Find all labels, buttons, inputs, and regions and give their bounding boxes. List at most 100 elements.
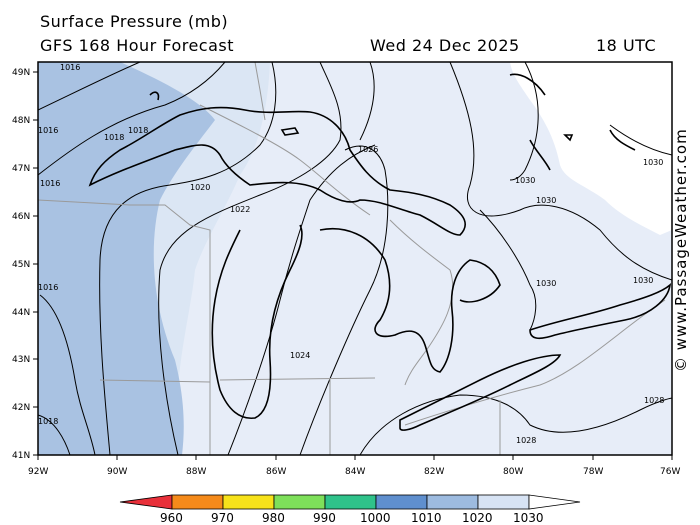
lat-label: 44N [12, 308, 30, 318]
lake-huron-coast [319, 228, 501, 373]
isobar-label: 1024 [290, 351, 310, 360]
isobar-1030 [449, 62, 672, 281]
isobar-1026-north [359, 62, 375, 141]
isobar-label: 1026 [358, 145, 378, 154]
lake-ontario-coast [529, 282, 672, 340]
scale-swatch [273, 494, 326, 510]
scale-swatch-below-960 [119, 494, 173, 510]
border-mn-wi [38, 199, 211, 250]
border-us-canada-huron [389, 219, 454, 386]
lake-superior-coast [88, 106, 466, 236]
lon-label: 90W [107, 467, 127, 477]
isobar-1022 [158, 62, 342, 455]
pressure-band-low [38, 62, 215, 455]
lake-michigan-coast [211, 224, 303, 419]
lake-coast-fragment-4 [609, 129, 636, 151]
political-borders [38, 62, 666, 455]
scale-label: 990 [313, 511, 336, 525]
map-area: 1016 1016 1018 1018 1016 1020 1022 1024 … [38, 62, 672, 455]
isobar-label: 1028 [516, 436, 536, 445]
valid-hour: 18 UTC [596, 36, 657, 55]
scale-label: 970 [211, 511, 234, 525]
isobar-label: 1022 [230, 205, 250, 214]
lon-label: 82W [424, 467, 444, 477]
isobar-label: 1018 [104, 133, 124, 142]
site-credit[interactable]: © www.PassageWeather.com [672, 128, 690, 372]
lon-label: 76W [660, 467, 680, 477]
lat-label: 41N [12, 451, 30, 461]
border-in-mi [219, 377, 376, 381]
scale-label: 1030 [513, 511, 544, 525]
longitude-axis: 92W 90W 88W 86W 84W 82W 80W 78W 76W [28, 455, 680, 477]
isobar-labels: 1016 1016 1018 1018 1016 1020 1022 1024 … [38, 63, 664, 445]
lat-label: 46N [12, 212, 30, 222]
isobar-label: 1020 [190, 183, 210, 192]
lat-label: 43N [12, 355, 30, 365]
isobar-1026 [299, 145, 389, 455]
lake-coast-fragment-5 [563, 134, 574, 142]
lon-label: 84W [345, 467, 365, 477]
valid-date: Wed 24 Dec 2025 [370, 36, 520, 55]
lon-label: 80W [503, 467, 523, 477]
isobar-1030-east [609, 124, 672, 156]
lake-coast-fragment-1 [149, 91, 160, 101]
scale-swatch [375, 494, 428, 510]
scale-swatch [324, 494, 377, 510]
isobar-label: 1030 [643, 158, 663, 167]
border-us-canada-erie-ontario [404, 299, 666, 426]
lat-label: 45N [12, 260, 30, 270]
isobar-label: 1016 [40, 179, 60, 188]
isobar-1018 [38, 62, 226, 176]
isobar-label: 1018 [38, 417, 58, 426]
border-mi-wi-upper [199, 104, 371, 216]
scale-label: 1000 [360, 511, 391, 525]
lat-label: 47N [12, 164, 30, 174]
latitude-axis: 49N 48N 47N 46N 45N 44N 43N 42N 41N [12, 68, 38, 461]
isobar-label: 1028 [644, 396, 664, 405]
scale-swatch-above-1030 [528, 494, 581, 510]
lake-coast-fragment-3 [529, 139, 551, 171]
model-forecast-label: GFS 168 Hour Forecast [40, 36, 235, 55]
scale-label: 1020 [462, 511, 493, 525]
isobar-label: 1030 [536, 196, 556, 205]
scale-swatch [477, 494, 530, 510]
isobar-1016-north [38, 62, 141, 111]
isobar-1028-south [359, 394, 672, 455]
isobar-label: 1030 [633, 276, 653, 285]
coastlines [88, 73, 672, 431]
scale-swatch [222, 494, 275, 510]
lon-label: 88W [186, 467, 206, 477]
lon-label: 86W [266, 467, 286, 477]
scale-label: 1010 [411, 511, 442, 525]
isobar-label: 1018 [128, 126, 148, 135]
pressure-color-scale: 960 970 980 990 1000 1010 1020 1030 [119, 494, 581, 525]
lon-label: 78W [583, 467, 603, 477]
isobar-label: 1016 [60, 63, 80, 72]
lat-label: 49N [12, 68, 30, 78]
border-ia-il [99, 379, 211, 383]
lon-label: 92W [28, 467, 48, 477]
lake-erie-coast [399, 354, 562, 431]
map-title: Surface Pressure (mb) [40, 12, 229, 31]
scale-swatch [426, 494, 479, 510]
lake-nipigon-coast [280, 127, 300, 136]
lat-label: 48N [12, 116, 30, 126]
land-unshaded-northeast [510, 62, 672, 235]
isobar-label: 1030 [536, 279, 556, 288]
isobar-1020 [99, 62, 277, 455]
isobar-1024 [227, 144, 376, 455]
isobar-label: 1016 [38, 126, 58, 135]
isobar-label: 1030 [515, 176, 535, 185]
border-ontario-minnesota [254, 62, 266, 121]
isobar-1030-north [509, 62, 539, 181]
scale-swatch [171, 494, 224, 510]
isobar-1018-southwest [38, 414, 71, 455]
isobar-1030-inner [479, 209, 537, 331]
isobar-lines [38, 62, 672, 455]
scale-label: 980 [262, 511, 285, 525]
isobar-1016-west [39, 294, 96, 455]
lat-label: 42N [12, 403, 30, 413]
scale-label: 960 [160, 511, 183, 525]
isobar-label: 1016 [38, 283, 58, 292]
